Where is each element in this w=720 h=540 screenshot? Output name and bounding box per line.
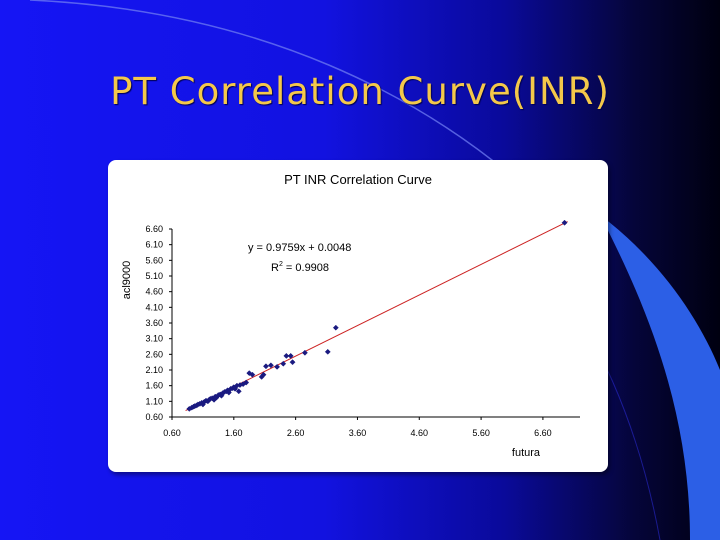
y-tick-label: 4.10 [145, 302, 163, 312]
y-tick-label: 4.60 [145, 287, 163, 297]
data-points [186, 219, 568, 412]
data-point [283, 352, 290, 359]
x-axis-label: futura [512, 447, 541, 459]
r-squared-value: = 0.9908 [283, 262, 329, 274]
y-tick-label: 1.60 [145, 381, 163, 391]
data-point [263, 363, 269, 370]
x-axis-ticks: 0.60 1.60 2.60 3.60 4.60 5.60 6.60 [163, 417, 552, 438]
chart-card: PT INR Correlation Curve 0.60 1.10 1.60 2.1… [108, 160, 608, 472]
y-tick-label: 5.60 [145, 255, 163, 265]
data-point [301, 349, 308, 356]
trendline [185, 221, 568, 412]
x-tick-label: 1.60 [225, 428, 243, 438]
data-point [235, 388, 242, 395]
r-squared-exponent: 2 [279, 261, 283, 268]
x-tick-label: 5.60 [472, 428, 490, 438]
chart-title: PT INR Correlation Curve [284, 172, 432, 187]
x-tick-label: 3.60 [349, 428, 367, 438]
y-tick-label: 3.60 [145, 318, 163, 328]
data-point [561, 219, 568, 226]
data-point [225, 389, 232, 396]
data-point [260, 371, 267, 378]
x-tick-label: 4.60 [411, 428, 429, 438]
slide-title: PT Correlation Curve(INR) [110, 70, 610, 113]
x-tick-label: 2.60 [287, 428, 305, 438]
y-axis-ticks: 0.60 1.10 1.60 2.10 2.60 3.10 3.60 4.10 4.60 5.10… [145, 224, 172, 422]
x-tick-label: 0.60 [163, 428, 181, 438]
y-tick-label: 2.10 [145, 365, 163, 375]
x-tick-label: 6.60 [534, 428, 552, 438]
r-squared: R2 = 0.9908 [271, 261, 329, 274]
trendline-equation: y = 0.9759x + 0.0048 [248, 242, 351, 254]
y-axis-label: acl9000 [121, 261, 133, 300]
data-point [243, 379, 250, 386]
y-tick-label: 6.10 [145, 240, 163, 250]
r-squared-symbol: R [271, 262, 279, 274]
y-tick-label: 5.10 [145, 271, 163, 281]
data-point [332, 324, 339, 331]
data-point [289, 359, 296, 366]
data-point [280, 360, 287, 367]
data-point [249, 371, 256, 378]
scatter-chart: PT INR Correlation Curve 0.60 1.10 1.60 2.1… [121, 172, 580, 459]
y-tick-label: 1.10 [145, 396, 163, 406]
data-point [287, 352, 294, 359]
data-point [267, 362, 274, 369]
data-point [274, 363, 281, 370]
y-tick-label: 0.60 [145, 412, 163, 422]
y-tick-label: 3.10 [145, 334, 163, 344]
data-point [324, 348, 331, 355]
y-tick-label: 2.60 [145, 349, 163, 359]
y-tick-label: 6.60 [145, 224, 163, 234]
